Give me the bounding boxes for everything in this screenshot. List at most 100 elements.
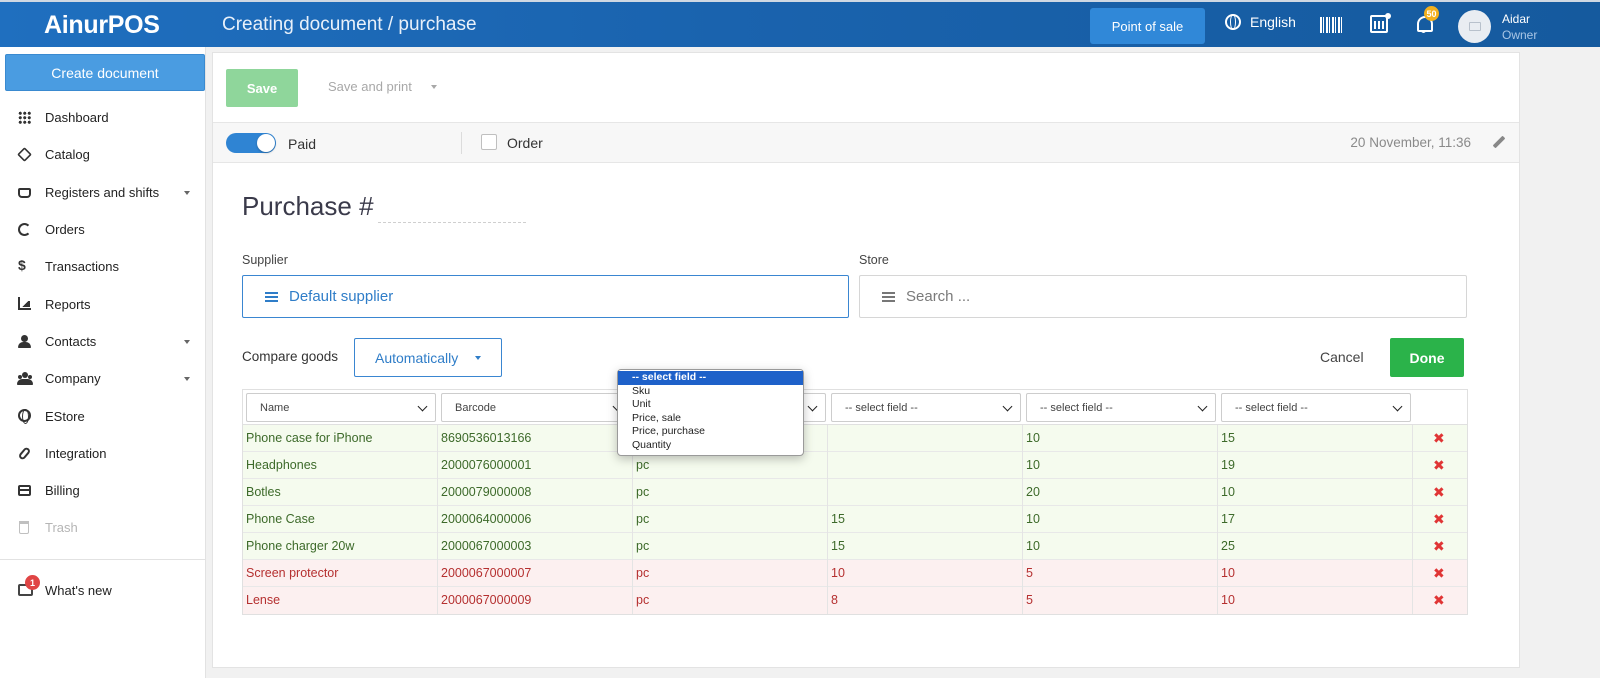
- delete-row-icon[interactable]: ✖: [1433, 430, 1445, 446]
- dropdown-option[interactable]: Price, purchase: [632, 425, 705, 437]
- field-select-dropdown-list: -- select field -- Sku Unit Price, sale Pric…: [617, 369, 804, 456]
- create-document-button[interactable]: Create document: [5, 54, 205, 91]
- column-field-select[interactable]: -- select field --: [831, 393, 1021, 422]
- table-cell: [828, 452, 1023, 479]
- store-label: Store: [859, 253, 889, 267]
- chevron-down-icon: [417, 401, 428, 412]
- sidebar-item-label: Trash: [45, 520, 78, 536]
- sidebar-item-label: Registers and shifts: [45, 184, 160, 200]
- column-field-select[interactable]: Barcode: [441, 393, 631, 422]
- delete-row-icon[interactable]: ✖: [1433, 565, 1445, 581]
- sidebar-item-registers-and-shifts[interactable]: Registers and shifts: [0, 174, 206, 211]
- table-cell: 15: [828, 533, 1023, 560]
- store-search-input[interactable]: [906, 288, 1426, 305]
- sidebar-item-label: Company: [45, 371, 101, 387]
- avatar[interactable]: [1458, 10, 1491, 43]
- delete-row-icon[interactable]: ✖: [1433, 592, 1445, 608]
- globe-icon: [18, 409, 31, 425]
- save-and-print-button[interactable]: Save and print: [328, 79, 412, 94]
- pencil-icon[interactable]: [1492, 135, 1506, 149]
- cancel-button[interactable]: Cancel: [1320, 349, 1364, 365]
- sidebar-item-dashboard[interactable]: Dashboard: [0, 99, 206, 136]
- table-cell: 5: [1023, 560, 1218, 587]
- sidebar-item-billing[interactable]: Billing: [0, 472, 206, 509]
- document-number-input[interactable]: [378, 197, 526, 223]
- delete-row-icon[interactable]: ✖: [1433, 484, 1445, 500]
- point-of-sale-button[interactable]: Point of sale: [1090, 8, 1205, 44]
- document-date: 20 November, 11:36: [1350, 135, 1471, 150]
- chart-icon: [18, 297, 31, 311]
- done-button[interactable]: Done: [1390, 338, 1464, 377]
- barcode-icon[interactable]: [1320, 17, 1342, 33]
- chevron-down-icon: [475, 356, 481, 360]
- dropdown-option[interactable]: Price, sale: [632, 411, 682, 424]
- column-field-select[interactable]: -- select field --: [1221, 393, 1411, 422]
- table-cell: 2000076000001: [438, 452, 633, 479]
- sidebar-item-integration[interactable]: Integration: [0, 435, 206, 472]
- table-cell: 10: [1023, 533, 1218, 560]
- app-logo[interactable]: AinurPOS: [44, 11, 160, 39]
- sidebar-divider: [0, 559, 206, 560]
- supplier-label: Supplier: [242, 253, 288, 267]
- box-icon: [17, 147, 32, 163]
- sidebar-item-catalog[interactable]: Catalog: [0, 136, 206, 173]
- order-checkbox[interactable]: [481, 134, 497, 150]
- sidebar-item-trash[interactable]: Trash: [0, 509, 206, 546]
- dropdown-option[interactable]: -- select field --: [618, 371, 803, 385]
- dropdown-option[interactable]: Sku: [632, 384, 651, 397]
- table-row: Headphones 2000076000001 pc 10 19 ✖: [243, 452, 1467, 479]
- sidebar-item-contacts[interactable]: Contacts: [0, 323, 206, 360]
- chevron-down-icon: [1197, 401, 1208, 412]
- sidebar: Create document Dashboard Catalog Regist…: [0, 47, 206, 678]
- whats-new-link[interactable]: 1 What's new: [0, 575, 206, 605]
- chevron-down-icon: [1002, 401, 1013, 412]
- store-select[interactable]: [859, 275, 1467, 318]
- delete-row-icon[interactable]: ✖: [1433, 457, 1445, 473]
- sidebar-item-transactions[interactable]: $ Transactions: [0, 248, 206, 285]
- table-cell: Phone case for iPhone: [243, 425, 438, 452]
- sidebar-item-label: Reports: [45, 296, 91, 312]
- table-cell: pc: [633, 533, 828, 560]
- chevron-down-icon[interactable]: [431, 85, 437, 89]
- column-field-select[interactable]: Name: [246, 393, 436, 422]
- table-cell: Headphones: [243, 452, 438, 479]
- table-cell: 10: [1218, 587, 1413, 614]
- document-panel: Save Save and print Paid Order 20 Novemb…: [212, 52, 1520, 668]
- column-field-value: -- select field --: [1235, 401, 1308, 414]
- paid-toggle[interactable]: [226, 133, 276, 153]
- column-field-value: -- select field --: [1040, 401, 1113, 414]
- compare-goods-label: Compare goods: [242, 349, 339, 364]
- column-field-value: Name: [260, 401, 290, 414]
- table-cell: 17: [1218, 506, 1413, 533]
- delete-row-icon[interactable]: ✖: [1433, 511, 1445, 527]
- table-cell: Screen protector: [243, 560, 438, 587]
- language-selector[interactable]: English: [1225, 14, 1296, 30]
- whats-new-badge: 1: [25, 575, 40, 590]
- table-cell: Phone charger 20w: [243, 533, 438, 560]
- trash-icon: [19, 521, 29, 535]
- table-cell: 15: [828, 506, 1023, 533]
- sidebar-item-label: Orders: [45, 222, 85, 238]
- column-field-value: -- select field --: [845, 401, 918, 414]
- sidebar-item-orders[interactable]: Orders: [0, 211, 206, 248]
- grid-icon: [18, 111, 31, 124]
- table-cell: Lense: [243, 587, 438, 614]
- sidebar-item-estore[interactable]: EStore: [0, 397, 206, 434]
- user-name[interactable]: Aidar: [1502, 12, 1531, 26]
- supplier-select[interactable]: Default supplier: [242, 275, 849, 318]
- save-button[interactable]: Save: [226, 69, 298, 107]
- table-cell: 8690536013166: [438, 425, 633, 452]
- delete-row-icon[interactable]: ✖: [1433, 538, 1445, 554]
- dropdown-option[interactable]: Unit: [632, 398, 651, 410]
- whats-new-label: What's new: [45, 582, 112, 598]
- dropdown-option[interactable]: Quantity: [632, 438, 672, 451]
- sidebar-item-label: Integration: [45, 445, 107, 461]
- calendar-icon[interactable]: [1370, 15, 1388, 33]
- sidebar-item-reports[interactable]: Reports: [0, 285, 206, 322]
- sidebar-item-company[interactable]: Company: [0, 360, 206, 397]
- column-field-select[interactable]: -- select field --: [1026, 393, 1216, 422]
- table-cell: [828, 425, 1023, 452]
- supplier-value: Default supplier: [289, 288, 394, 305]
- compare-goods-select[interactable]: Automatically: [354, 338, 502, 377]
- sidebar-item-label: Dashboard: [45, 110, 109, 126]
